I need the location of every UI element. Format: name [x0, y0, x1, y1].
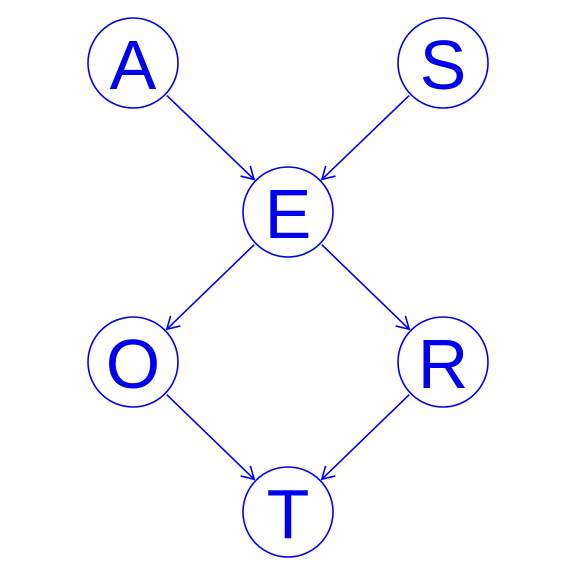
arrowhead — [395, 315, 411, 331]
edge-line — [321, 394, 410, 480]
node-circle — [242, 166, 334, 258]
node-circle — [397, 17, 489, 109]
node-label: A — [110, 26, 157, 104]
node-label: T — [267, 475, 310, 553]
edge-s-to-e — [320, 94, 410, 181]
node-s: S — [397, 17, 489, 109]
node-t: T — [242, 466, 334, 558]
edge-line — [166, 94, 255, 181]
node-r: R — [397, 316, 489, 408]
node-circle — [397, 316, 489, 408]
node-circle — [87, 316, 179, 408]
edge-line — [321, 94, 410, 181]
arrowhead — [320, 465, 336, 481]
edge-a-to-e — [166, 94, 256, 181]
edge-line — [166, 394, 255, 480]
edge-e-to-o — [165, 244, 255, 331]
node-label: E — [265, 175, 312, 253]
arrowhead — [240, 465, 256, 481]
edge-e-to-r — [321, 244, 411, 331]
edge-r-to-t — [320, 394, 410, 481]
nodes-group: A S E O R T — [87, 17, 489, 558]
edge-line — [166, 244, 255, 330]
arrowhead — [165, 315, 181, 331]
node-a: A — [87, 17, 179, 109]
node-o: O — [87, 316, 179, 408]
edge-o-to-t — [166, 394, 256, 481]
node-label: O — [106, 325, 160, 403]
arrowhead — [240, 165, 256, 181]
edge-line — [321, 244, 410, 330]
edges-group — [165, 94, 411, 481]
node-e: E — [242, 166, 334, 258]
arrowhead — [320, 165, 336, 181]
node-label: S — [420, 26, 467, 104]
node-circle — [87, 17, 179, 109]
node-circle — [242, 466, 334, 558]
node-label: R — [418, 325, 469, 403]
